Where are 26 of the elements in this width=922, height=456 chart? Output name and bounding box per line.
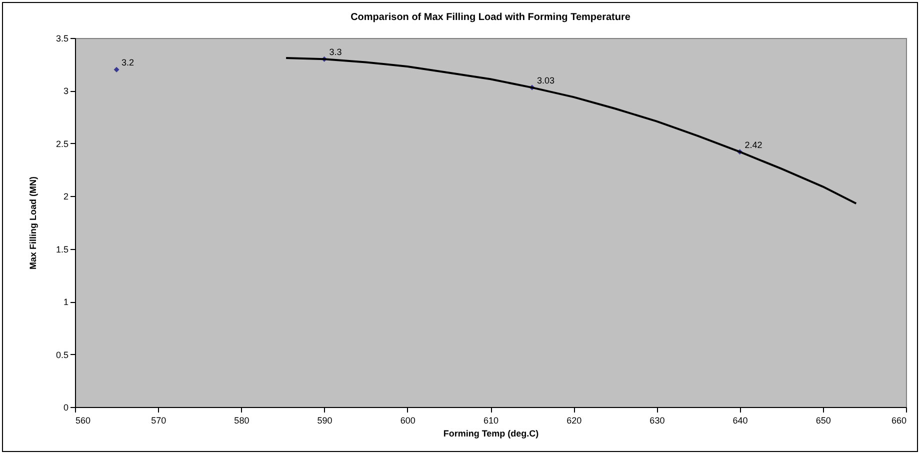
x-axis-title: Forming Temp (deg.C) <box>443 428 539 438</box>
x-tick-label: 590 <box>317 416 332 426</box>
x-tick-label: 640 <box>732 416 748 426</box>
y-tick-label: 0 <box>63 402 68 412</box>
x-tick-label: 620 <box>566 416 582 426</box>
y-tick-label: 1.5 <box>56 244 68 254</box>
x-tick-label: 560 <box>76 416 91 426</box>
y-axis-title: Max Filling Load (MN) <box>28 176 38 270</box>
x-tick-label: 570 <box>151 416 166 426</box>
x-tick-label: 660 <box>891 416 906 426</box>
x-tick-label: 580 <box>234 416 250 426</box>
x-tick-label: 600 <box>400 416 416 426</box>
y-tick-label: 1 <box>63 297 68 308</box>
y-tick-label: 3.5 <box>56 34 68 44</box>
data-label: 2.42 <box>744 140 762 150</box>
data-label: 3.3 <box>329 47 342 58</box>
y-tick-label: 2.5 <box>56 138 68 149</box>
x-tick-label: 630 <box>650 416 665 426</box>
chart-title: Comparison of Max Filling Load with Forming Temperature <box>350 12 631 23</box>
x-tick-label: 650 <box>816 416 831 426</box>
data-label: 3.03 <box>537 76 555 86</box>
y-tick-label: 3 <box>63 86 68 96</box>
y-tick-label: 0.5 <box>56 350 68 360</box>
y-tick-label: 2 <box>63 192 68 202</box>
x-tick-label: 610 <box>483 416 499 426</box>
data-label: 3.2 <box>122 58 134 68</box>
